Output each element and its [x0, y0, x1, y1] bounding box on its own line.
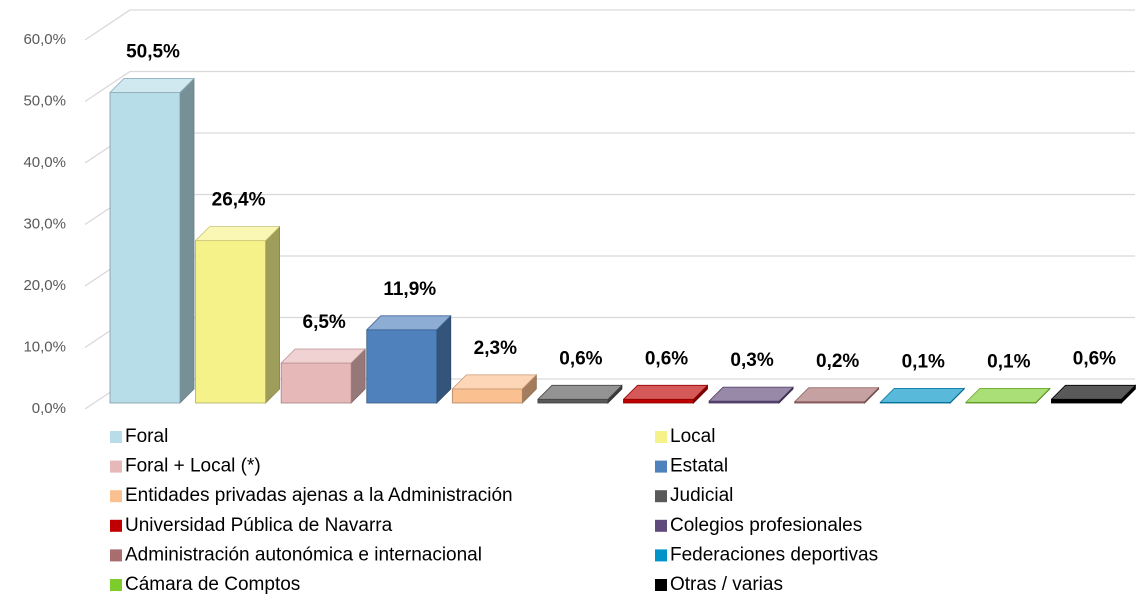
legend-swatch: [110, 519, 122, 532]
bar-face: [109, 78, 195, 93]
bar-face: [537, 398, 609, 404]
bar-face: [195, 240, 266, 404]
legend-swatch: [110, 460, 122, 473]
y-tick-label: 40,0%: [23, 154, 66, 171]
bar-face: [537, 384, 623, 400]
bar: [708, 386, 794, 404]
bar: [1051, 384, 1136, 404]
bar-face: [109, 92, 181, 404]
bar-face: [451, 388, 523, 404]
bar-face: [794, 387, 880, 403]
legend-label: Judicial: [670, 485, 733, 506]
legend-swatch: [655, 579, 667, 591]
legend-label: Colegios profesionales: [670, 515, 862, 536]
bar-face: [623, 398, 694, 404]
bar-face: [623, 384, 708, 400]
data-label: 0,3%: [730, 350, 773, 371]
legend-swatch: [110, 490, 122, 503]
legend-label: Foral: [125, 426, 168, 447]
legend-swatch: [110, 579, 122, 591]
bar: [623, 384, 708, 404]
data-label: 11,9%: [383, 279, 436, 300]
data-label: 2,3%: [474, 338, 517, 359]
bar-face: [265, 225, 280, 404]
bar: [109, 77, 195, 404]
legend-label: Foral + Local (*): [125, 456, 261, 477]
bar: [879, 387, 965, 404]
bar-face: [436, 314, 452, 404]
bar: [366, 314, 452, 404]
legend-label: Local: [670, 426, 715, 447]
legend-label: Entidades privadas ajenas a la Administr…: [125, 485, 513, 506]
bar: [965, 387, 1051, 404]
legend-label: Otras / varias: [670, 574, 783, 595]
y-tick-label: 50,0%: [23, 92, 66, 109]
legend-label: Federaciones deportivas: [670, 544, 878, 565]
grid-line: [84, 132, 1135, 164]
bar-face: [1051, 398, 1122, 404]
bar-face: [280, 362, 352, 404]
bar: [537, 384, 623, 404]
data-label: 50,5%: [126, 41, 180, 62]
bar-face: [708, 386, 794, 402]
y-tick-label: 20,0%: [23, 277, 66, 294]
legend-swatch: [110, 431, 122, 443]
data-label: 0,6%: [645, 348, 688, 369]
legend-swatch: [655, 460, 667, 473]
bar-face: [195, 226, 280, 242]
bar-face: [1051, 384, 1136, 400]
bar-face: [366, 315, 452, 331]
bar: [794, 386, 880, 404]
data-label: 0,1%: [902, 351, 945, 372]
bar-face: [451, 374, 537, 390]
y-tick-label: 60,0%: [23, 31, 66, 48]
data-label: 0,6%: [1073, 348, 1116, 369]
data-label: 26,4%: [212, 190, 266, 211]
legend-label: Administración autonómica e internaciona…: [125, 544, 482, 565]
legend-label: Universidad Pública de Navarra: [125, 515, 393, 536]
data-label: 0,1%: [987, 351, 1030, 372]
legend-swatch: [655, 490, 667, 503]
bar: [280, 348, 366, 404]
y-tick-label: 0,0%: [32, 400, 66, 417]
data-label: 0,2%: [816, 351, 859, 372]
legend-swatch: [655, 549, 667, 562]
legend-swatch: [110, 549, 122, 562]
bar-face: [280, 348, 366, 364]
legend-label: Cámara de Comptos: [125, 574, 300, 595]
bar: [451, 373, 537, 404]
bar-face: [965, 387, 1051, 403]
bar: [195, 225, 280, 404]
bar-face: [879, 387, 965, 403]
legend-swatch: [655, 519, 667, 532]
y-tick-label: 30,0%: [23, 215, 66, 232]
bar-face: [366, 329, 438, 404]
y-tick-label: 10,0%: [23, 338, 66, 355]
data-label: 6,5%: [303, 312, 346, 333]
legend-label: Estatal: [670, 456, 728, 477]
grid-line: [84, 70, 1135, 103]
legend-swatch: [655, 431, 667, 443]
bar-face: [179, 77, 195, 404]
grid-line: [84, 9, 1135, 41]
data-label: 0,6%: [559, 348, 602, 369]
